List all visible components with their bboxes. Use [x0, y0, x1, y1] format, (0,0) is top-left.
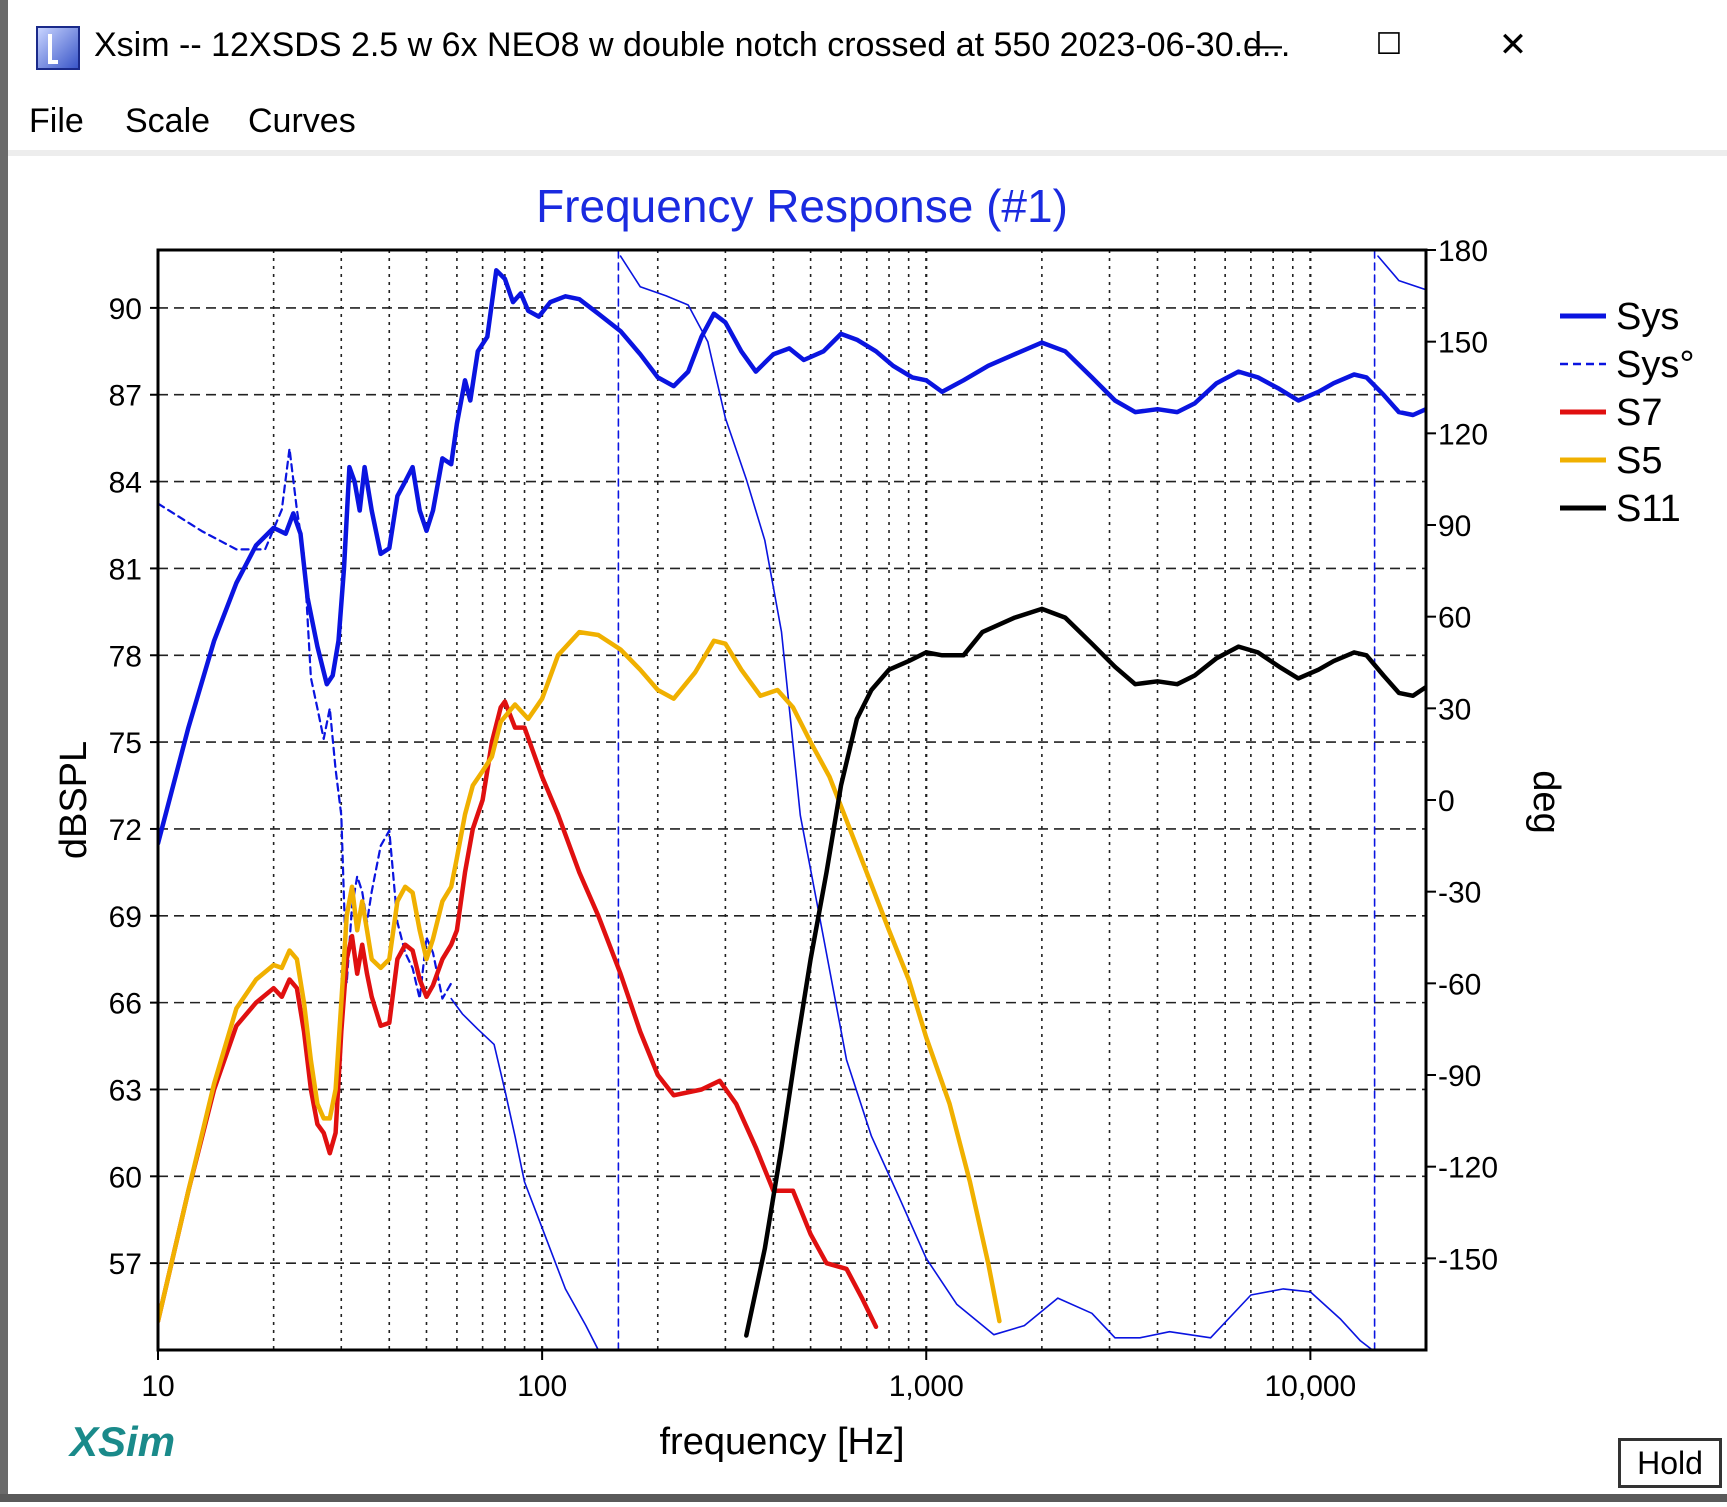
plot-frame — [156, 248, 1428, 1352]
title-bar[interactable]: Xsim -- 12XSDS 2.5 w 6x NEO8 w double no… — [8, 0, 1727, 92]
app-icon[interactable] — [36, 26, 80, 70]
frequency-response-chart[interactable]: Frequency Response (#1) 90 87 84 81 78 75 72 69 6… — [8, 156, 1727, 1502]
y-tick-label: 90 — [109, 293, 142, 326]
y2-tick-label: 150 — [1438, 327, 1488, 360]
y-tick-label: 63 — [109, 1074, 142, 1107]
window-title: Xsim -- 12XSDS 2.5 w 6x NEO8 w double no… — [94, 26, 1291, 64]
y2-tick-label: -30 — [1438, 877, 1481, 910]
menu-curves[interactable]: Curves — [248, 102, 356, 140]
menu-bar: File Scale Curves — [8, 92, 1727, 156]
y-tick-label: 66 — [109, 988, 142, 1021]
y-tick-label: 60 — [109, 1161, 142, 1194]
y-tick-label: 87 — [109, 380, 142, 413]
y-tick-label: 57 — [109, 1248, 142, 1281]
y-tick-label: 75 — [109, 727, 142, 760]
y2-tick-label: 180 — [1438, 235, 1488, 268]
xsim-logo: XSim — [70, 1418, 176, 1465]
y-tick-label: 78 — [109, 640, 142, 673]
plot-background — [158, 250, 1426, 1350]
series-line-s5 — [158, 629, 1002, 1324]
chart-panel: Frequency Response (#1) 90 87 84 81 78 75 72 69 6… — [8, 156, 1727, 1502]
x-tick-label: 10 — [141, 1370, 174, 1403]
maximize-button[interactable]: ☐ — [1375, 28, 1403, 61]
y-axis-label: dBSPL — [53, 741, 95, 859]
y-tick-label: 69 — [109, 901, 142, 934]
series-line-sys — [158, 268, 1426, 846]
x-tick-label: 10,000 — [1264, 1370, 1356, 1403]
y2-axis-label: deg — [1525, 770, 1567, 833]
y2-tick-label: 30 — [1438, 693, 1471, 726]
curves-group — [158, 250, 1426, 1350]
legend-label: Sys — [1616, 296, 1679, 338]
y2-tick-label: -120 — [1438, 1152, 1498, 1185]
x-axis-label: frequency [Hz] — [660, 1421, 905, 1463]
y2-tick-label: -150 — [1438, 1243, 1498, 1276]
close-button[interactable]: ✕ — [1498, 26, 1528, 64]
y-tick-label: 81 — [109, 553, 142, 586]
y2-tick-label: 0 — [1438, 785, 1455, 818]
series-line-sys — [1377, 255, 1426, 291]
series-line-sys — [158, 447, 453, 1000]
hold-button[interactable]: Hold — [1618, 1438, 1722, 1488]
minimize-button[interactable]: — — [1248, 26, 1282, 64]
y-tick-label: 84 — [109, 467, 142, 500]
chart-title: Frequency Response (#1) — [536, 180, 1068, 232]
legend-label: S11 — [1616, 488, 1681, 530]
y2-tick-label: 90 — [1438, 510, 1471, 543]
y2-tick-label: -60 — [1438, 968, 1481, 1001]
x-tick-label: 100 — [517, 1370, 567, 1403]
y2-tick-label: -90 — [1438, 1060, 1481, 1093]
y2-tick-label: 60 — [1438, 602, 1471, 635]
series-line-sys — [450, 997, 600, 1350]
y2-tick-label: 120 — [1438, 418, 1488, 451]
y-tick-label: 72 — [109, 814, 142, 847]
menu-scale[interactable]: Scale — [125, 102, 211, 140]
series-line-sys — [619, 255, 1374, 1350]
legend-label: Sys° — [1616, 344, 1695, 386]
legend-label: S7 — [1616, 392, 1662, 434]
window-bottom-edge — [0, 1494, 1727, 1502]
legend-label: S5 — [1616, 440, 1662, 482]
series-line-s11 — [744, 606, 1426, 1338]
menu-file[interactable]: File — [29, 102, 84, 140]
x-tick-label: 1,000 — [889, 1370, 964, 1403]
series-line-s7 — [158, 699, 879, 1330]
